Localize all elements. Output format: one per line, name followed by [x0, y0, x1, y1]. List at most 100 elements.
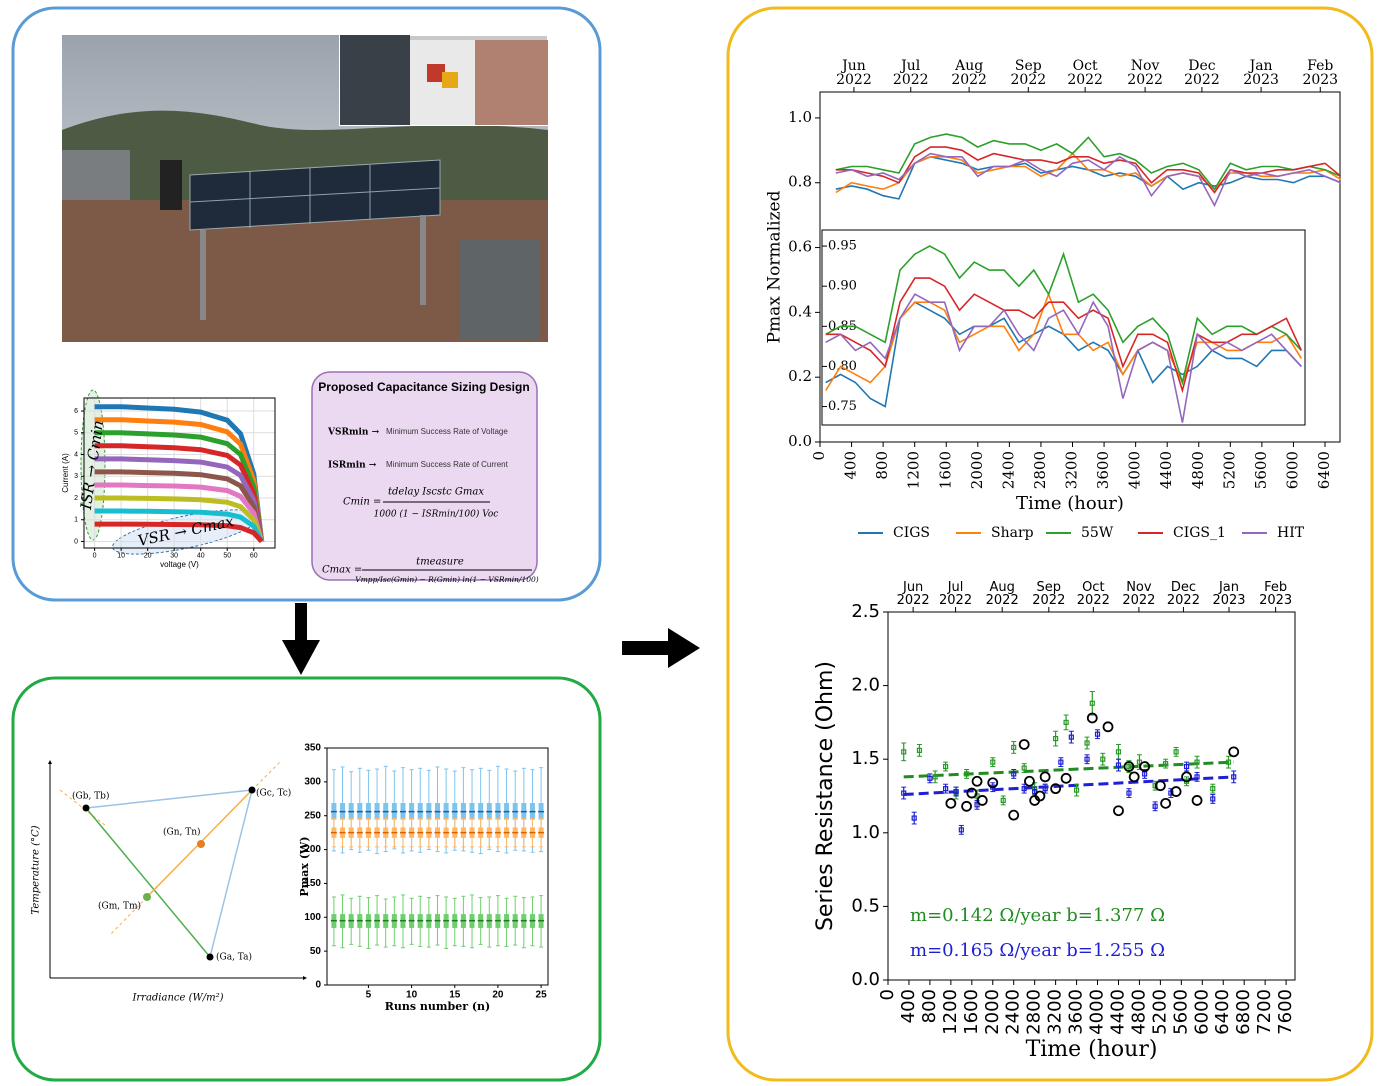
capacitance-box: [312, 372, 537, 580]
x-tick-label: 4400: [1157, 451, 1175, 489]
top-x-tick-label: Aug 2022: [985, 575, 1019, 607]
x-tick-label: 50: [223, 553, 231, 560]
x-tick-label: 5600: [1252, 451, 1270, 489]
top-x-tick-label-box: Jan 2023: [1204, 575, 1254, 607]
arrow-down: [282, 603, 320, 675]
top-x-tick-label: Jun 2022: [837, 53, 871, 87]
point-label: (Gn, Tn): [163, 827, 201, 838]
axis-label: Irradiance (W/m²): [131, 993, 223, 1004]
x-tick-label: 0: [877, 989, 898, 1000]
legend-label: 55W: [1081, 525, 1114, 541]
top-x-tick-label-box: Feb 2023: [1251, 575, 1301, 607]
y-tick-label: 0.6: [788, 238, 812, 256]
equation-numerator: tmeasure: [416, 557, 464, 568]
point: [1130, 772, 1139, 781]
equation-numerator: tdelay Iscstc Gmax: [388, 487, 484, 498]
x-tick-label: 15: [449, 990, 461, 1001]
point: [1193, 796, 1202, 805]
x-tick-label: 2400: [999, 451, 1017, 489]
x-tick-label: 40: [197, 553, 205, 560]
page: {"chart_data":[ {"type":"line","xlabel":…: [0, 0, 1378, 1086]
legend-label: CIGS: [893, 525, 930, 541]
equation-lhs: Cmax =: [322, 565, 362, 576]
top-x-tick-label: Nov 2022: [1128, 53, 1162, 87]
y-tick-label: 100: [304, 912, 321, 923]
y-tick-label: 1: [74, 517, 78, 524]
legend-label: HIT: [1277, 525, 1305, 541]
x-tick-label: 20: [144, 553, 152, 560]
inset-y-tick-label: 0.75: [828, 399, 857, 414]
top-x-tick-label: Jan 2023: [1244, 53, 1278, 87]
x-tick-label: 800: [873, 451, 891, 480]
point: [1041, 772, 1050, 781]
top-x-tick-label: Dec 2022: [1185, 53, 1219, 87]
x-tick-label: 4000: [1126, 451, 1144, 489]
x-tick-label: 2000: [968, 451, 986, 489]
x-tick-label: 1200: [905, 451, 923, 489]
top-x-tick-label-box: Aug 2022: [977, 575, 1027, 607]
y-tick-label: 2.0: [851, 675, 880, 696]
x-tick-label: 2400: [1003, 989, 1024, 1035]
top-x-tick-label: Sep 2022: [1032, 575, 1066, 607]
x-tick-label: 5600: [1170, 989, 1191, 1035]
x-tick-label: 1200: [940, 989, 961, 1035]
x-tick-label: 6400: [1212, 989, 1233, 1035]
x-tick-label: 3600: [1066, 989, 1087, 1035]
x-tick-label: 6800: [1233, 989, 1254, 1035]
x-tick-label: 4000: [1087, 989, 1108, 1035]
top-x-tick-label: Oct 2022: [1076, 575, 1110, 607]
top-x-tick-label-box: Jan 2023: [1236, 53, 1286, 87]
point: [1114, 806, 1123, 815]
axis-label: Time (hour): [1016, 493, 1124, 514]
top-x-tick-label-box: Oct 2022: [1060, 53, 1110, 87]
inset-y-tick-label: 0.90: [828, 279, 857, 294]
point-label: (Gm, Tm): [98, 901, 141, 912]
point: [962, 802, 971, 811]
y-tick-label: 2.5: [851, 601, 880, 622]
x-tick-label: 0: [810, 451, 828, 461]
x-tick-label: 3200: [1063, 451, 1081, 489]
x-tick-label: 800: [919, 989, 940, 1023]
x-tick-label: 3200: [1045, 989, 1066, 1035]
y-tick-label: 0: [74, 538, 78, 545]
axis-label: Runs number (n): [385, 1000, 491, 1013]
x-tick-label: 5200: [1149, 989, 1170, 1035]
point-label: (Ga, Ta): [216, 952, 252, 963]
x-tick-label: 2800: [1031, 451, 1049, 489]
axis-label: Temperature (°C): [31, 825, 42, 914]
annotation: m=0.142 Ω/year b=1.377 Ω: [910, 905, 1165, 926]
top-x-tick-label: Nov 2022: [1122, 575, 1156, 607]
point-label: (Gb, Tb): [72, 791, 109, 802]
top-x-tick-label: Sep 2022: [1011, 53, 1045, 87]
x-tick-label: 0: [93, 553, 97, 560]
top-x-tick-label: Oct 2022: [1068, 53, 1102, 87]
x-tick-label: 60: [250, 553, 258, 560]
top-x-tick-label: Feb 2023: [1259, 575, 1293, 607]
axis-label: Pmax (W): [298, 836, 311, 896]
x-tick-label: 1600: [961, 989, 982, 1035]
x-tick-label: 4800: [1128, 989, 1149, 1035]
top-x-tick-label: Jun 2022: [896, 575, 930, 607]
definition-symbol: VSRmin →: [327, 428, 380, 438]
y-tick-label: 0.0: [788, 432, 812, 450]
y-tick-label: 6: [74, 408, 78, 415]
graphical-abstract: Proposed Capacitance Sizing Design VSRmi…: [0, 0, 1378, 1086]
x-tick-label: 30: [170, 553, 178, 560]
top-x-tick-label-box: Sep 2022: [1024, 575, 1074, 607]
top-x-tick-label-box: Jun 2022: [829, 53, 879, 87]
top-x-tick-label-box: Aug 2022: [944, 53, 994, 87]
y-tick-label: 0.0: [851, 969, 880, 990]
top-x-tick-label-box: Jul 2022: [886, 53, 936, 87]
point: [1062, 774, 1071, 783]
definition-text: Minimum Success Rate of Current: [386, 460, 509, 469]
photo: [62, 35, 548, 342]
top-x-tick-label: Jul 2022: [894, 53, 928, 87]
axis-label: Pmax Normalized: [765, 190, 785, 343]
y-tick-label: 50: [310, 946, 322, 957]
legend-label: CIGS_1: [1173, 525, 1226, 541]
box-title: Proposed Capacitance Sizing Design: [318, 380, 529, 394]
top-x-tick-label: Dec 2022: [1166, 575, 1200, 607]
x-tick-label: 10: [406, 990, 418, 1001]
equation-denominator: 1000 (1 − ISRmin/100) Voc: [374, 509, 499, 520]
x-tick-label: 4400: [1107, 989, 1128, 1035]
